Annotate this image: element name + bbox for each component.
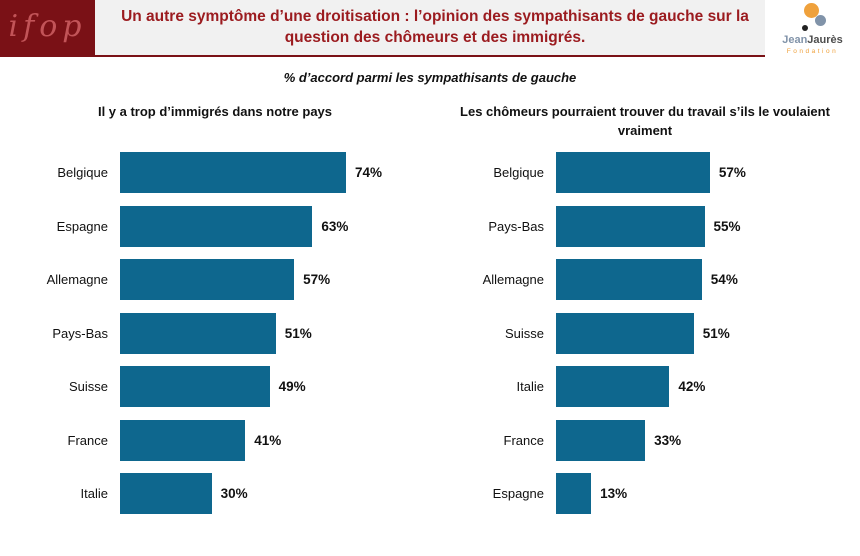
- value-label: 41%: [254, 432, 282, 448]
- value-label: 51%: [284, 325, 312, 341]
- chart-subtitle: % d’accord parmi les sympathisants de ga…: [283, 70, 577, 85]
- bar: [120, 205, 313, 247]
- country-label: France: [67, 432, 108, 448]
- country-label: Belgique: [57, 165, 108, 180]
- country-label: Italie: [80, 486, 108, 501]
- dark-dot-icon: [801, 25, 808, 31]
- charts-container: Il y a trop d’immigrés dans notre pays B…: [0, 100, 860, 527]
- orange-dot-icon: [803, 3, 819, 18]
- bar-row: Allemagne 57%: [0, 259, 430, 300]
- bar: [120, 366, 270, 407]
- bar-row: Espagne 13%: [430, 473, 860, 514]
- country-label: Espagne: [56, 218, 108, 234]
- country-label: Belgique: [493, 165, 544, 180]
- bar-row: Italie 30%: [0, 473, 430, 514]
- country-label: Italie: [516, 379, 544, 394]
- bar-row: France 33%: [430, 419, 860, 461]
- bar-row: Espagne 63%: [0, 205, 430, 247]
- blue-dot-icon: [814, 15, 826, 26]
- jj-jaures-text: Jaurès: [807, 34, 843, 46]
- bar: [120, 473, 212, 514]
- value-label: 51%: [702, 325, 730, 341]
- value-label: 63%: [321, 218, 349, 234]
- jean-jaures-name: JeanJaurès: [782, 35, 843, 46]
- bar-row: Suisse 49%: [0, 366, 430, 407]
- chart-unemployed-title: Les chômeurs pourraient trouver du trava…: [460, 104, 830, 138]
- bar-row: Suisse 51%: [430, 312, 860, 354]
- value-label: 54%: [710, 272, 738, 287]
- value-label: 57%: [303, 272, 331, 287]
- bar: [556, 152, 710, 193]
- jj-jean-text: Jean: [782, 34, 808, 46]
- bar-row: Belgique 74%: [0, 152, 430, 193]
- jean-jaures-logo: JeanJaurès Fondation: [765, 0, 860, 57]
- country-label: Espagne: [492, 486, 544, 501]
- bar: [556, 312, 694, 354]
- bar-row: Pays-Bas 55%: [430, 205, 860, 247]
- bar: [556, 419, 646, 461]
- bar: [556, 366, 670, 407]
- bar: [556, 205, 705, 247]
- bar-row: Pays-Bas 51%: [0, 312, 430, 354]
- bar: [120, 419, 246, 461]
- value-label: 74%: [354, 165, 383, 180]
- bar-row: Belgique 57%: [430, 152, 860, 193]
- page-title: Un autre symptôme d’une droitisation : l…: [121, 7, 749, 46]
- chart-immigrants-bars: Belgique 74% Espagne 63% Allemagne 57% Pays-Ba…: [0, 152, 430, 514]
- header: ifop Un autre symptôme d’une droitisatio…: [0, 0, 860, 57]
- value-label: 33%: [654, 432, 682, 448]
- ifop-logo: ifop: [0, 0, 95, 57]
- country-label: Allemagne: [46, 272, 108, 287]
- chart-unemployed: Les chômeurs pourraient trouver du trava…: [430, 100, 860, 527]
- value-label: 42%: [678, 379, 706, 394]
- bar: [120, 152, 346, 193]
- jj-fondation-text: Fondation: [786, 48, 839, 55]
- bar-row: France 41%: [0, 419, 430, 461]
- ifop-logo-text: ifop: [8, 9, 87, 44]
- country-label: Pays-Bas: [488, 218, 544, 234]
- bar: [120, 312, 276, 354]
- country-label: France: [503, 432, 544, 448]
- value-label: 57%: [718, 165, 746, 180]
- chart-immigrants: Il y a trop d’immigrés dans notre pays B…: [0, 100, 430, 527]
- value-label: 49%: [278, 379, 306, 394]
- value-label: 55%: [713, 218, 741, 234]
- country-label: Pays-Bas: [52, 325, 108, 341]
- value-label: 30%: [220, 486, 248, 501]
- value-label: 13%: [600, 486, 628, 501]
- bar-row: Italie 42%: [430, 366, 860, 407]
- chart-immigrants-title: Il y a trop d’immigrés dans notre pays: [97, 104, 333, 119]
- bar: [556, 473, 592, 514]
- country-label: Allemagne: [482, 272, 544, 287]
- country-label: Suisse: [504, 325, 544, 341]
- bar-row: Allemagne 54%: [430, 259, 860, 300]
- bar: [120, 259, 295, 300]
- country-label: Suisse: [68, 379, 108, 394]
- chart-unemployed-bars: Belgique 57% Pays-Bas 55% Allemagne 54% Suisse…: [430, 152, 860, 514]
- bar: [556, 259, 702, 300]
- jean-jaures-dots-icon: [793, 2, 833, 35]
